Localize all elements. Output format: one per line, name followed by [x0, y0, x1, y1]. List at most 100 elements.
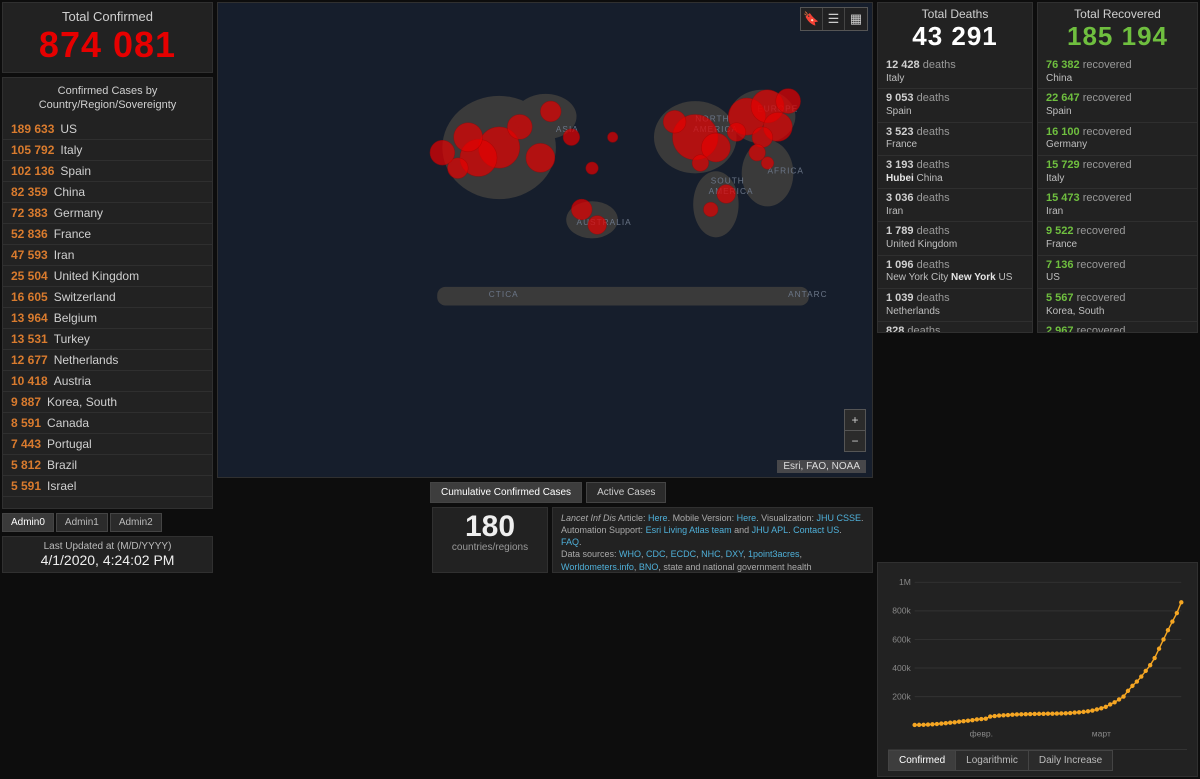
chart-tabs: ConfirmedLogarithmicDaily Increase [888, 749, 1187, 771]
svg-text:200k: 200k [892, 691, 911, 701]
link-article[interactable]: Here [648, 513, 668, 523]
list-item[interactable]: 7 136 recoveredUS [1038, 256, 1197, 289]
sources-panel: Lancet Inf Dis Article: Here. Mobile Ver… [552, 507, 873, 573]
list-item[interactable]: 5 812Brazil [3, 455, 212, 476]
case-tab[interactable]: Cumulative Confirmed Cases [430, 482, 582, 503]
zoom-out-button[interactable]: − [844, 430, 866, 452]
list-item[interactable]: 102 136Spain [3, 161, 212, 182]
map-panel[interactable]: 🔖 ☰ ▦ + − Esri, FAO, NOAA ASIAEUROPENORT… [217, 2, 873, 478]
list-item[interactable]: 5 591Israel [3, 476, 212, 497]
updated-value: 4/1/2020, 4:24:02 PM [9, 552, 206, 568]
link-jhu-csse[interactable]: JHU CSSE [817, 513, 862, 523]
list-item[interactable]: 15 729 recoveredItaly [1038, 156, 1197, 189]
total-recovered-value: 185 194 [1042, 21, 1193, 52]
map-toolbar: 🔖 ☰ ▦ [800, 7, 868, 31]
list-item[interactable]: 3 193 deathsHubei China [878, 156, 1032, 189]
list-item[interactable]: 3 523 deathsFrance [878, 123, 1032, 156]
total-recovered-label: Total Recovered [1042, 7, 1193, 21]
link-jhu-apl[interactable]: JHU APL [752, 525, 789, 535]
link-cdc[interactable]: CDC [646, 549, 666, 559]
recovered-list[interactable]: 76 382 recoveredChina22 647 recoveredSpa… [1038, 56, 1197, 332]
list-item[interactable]: 1 789 deathsUnited Kingdom [878, 222, 1032, 255]
updated-label: Last Updated at (M/D/YYYY) [9, 541, 206, 552]
recovered-panel: Total Recovered 185 194 76 382 recovered… [1037, 2, 1198, 333]
svg-text:SOUTH: SOUTH [711, 177, 745, 186]
link-contact[interactable]: Contact US [793, 525, 839, 535]
link-ecdc[interactable]: ECDC [671, 549, 697, 559]
list-item[interactable]: 8 591Canada [3, 413, 212, 434]
list-item[interactable]: 16 605Switzerland [3, 287, 212, 308]
confirmed-list[interactable]: 189 633US105 792Italy102 136Spain82 359C… [3, 119, 212, 508]
link-worldometers[interactable]: Worldometers.info [561, 562, 634, 572]
link-dxy[interactable]: DXY [726, 549, 743, 559]
svg-text:1M: 1M [899, 577, 911, 587]
link-bno[interactable]: BNO [639, 562, 659, 572]
link-who[interactable]: WHO [619, 549, 641, 559]
countries-value: 180 [437, 512, 543, 542]
list-item[interactable]: 10 418Austria [3, 371, 212, 392]
list-item[interactable]: 189 633US [3, 119, 212, 140]
grid-icon[interactable]: ▦ [845, 8, 867, 30]
link-mobile[interactable]: Here [737, 513, 757, 523]
list-item[interactable]: 16 100 recoveredGermany [1038, 123, 1197, 156]
list-item[interactable]: 12 677Netherlands [3, 350, 212, 371]
svg-text:март: март [1092, 729, 1111, 739]
deaths-panel: Total Deaths 43 291 12 428 deathsItaly9 … [877, 2, 1033, 333]
case-tab[interactable]: Active Cases [586, 482, 666, 503]
link-nhc[interactable]: NHC [701, 549, 721, 559]
list-item[interactable]: 5 567 recoveredKorea, South [1038, 289, 1197, 322]
list-item[interactable]: 2 967 recoveredSwitzerland [1038, 322, 1197, 332]
list-item[interactable]: 9 522 recoveredFrance [1038, 222, 1197, 255]
list-item[interactable]: 25 504United Kingdom [3, 266, 212, 287]
admin-tab[interactable]: Admin0 [2, 513, 54, 532]
admin-tab[interactable]: Admin1 [56, 513, 108, 532]
list-item[interactable]: 9 887Korea, South [3, 392, 212, 413]
list-item[interactable]: 13 964Belgium [3, 308, 212, 329]
list-item[interactable]: 1 096 deathsNew York City New York US [878, 256, 1032, 289]
svg-text:600k: 600k [892, 634, 911, 644]
list-item[interactable]: 76 382 recoveredChina [1038, 56, 1197, 89]
svg-text:800k: 800k [892, 606, 911, 616]
link-1p3a[interactable]: 1point3acres [748, 549, 800, 559]
deaths-list[interactable]: 12 428 deathsItaly9 053 deathsSpain3 523… [878, 56, 1032, 332]
link-esri[interactable]: Esri Living Atlas team [646, 525, 732, 535]
map-attribution: Esri, FAO, NOAA [777, 460, 866, 473]
list-icon[interactable]: ☰ [823, 8, 845, 30]
list-item[interactable]: 82 359China [3, 182, 212, 203]
list-item[interactable]: 13 531Turkey [3, 329, 212, 350]
chart-tab[interactable]: Daily Increase [1028, 750, 1113, 771]
list-item[interactable]: 15 473 recoveredIran [1038, 189, 1197, 222]
list-item[interactable]: 22 647 recoveredSpain [1038, 89, 1197, 122]
world-map[interactable]: ASIAEUROPENORTHAMERICAAFRICASOUTHAMERICA… [383, 3, 863, 323]
chart-tab[interactable]: Logarithmic [955, 750, 1029, 771]
bookmark-icon[interactable]: 🔖 [801, 8, 823, 30]
admin-tabs: Admin0Admin1Admin2 [0, 511, 215, 534]
cumulative-chart[interactable]: 200k400k600k800k1Mфевр.март [888, 571, 1187, 746]
total-confirmed-value: 874 081 [7, 24, 208, 66]
admin-tab[interactable]: Admin2 [110, 513, 162, 532]
countries-panel: 180 countries/regions [432, 507, 548, 573]
total-deaths-label: Total Deaths [882, 7, 1028, 21]
updated-panel: Last Updated at (M/D/YYYY) 4/1/2020, 4:2… [2, 536, 213, 573]
chart-panel: 200k400k600k800k1Mфевр.март ConfirmedLog… [877, 562, 1198, 777]
sources-lancet: Lancet Inf Dis [561, 513, 616, 523]
list-item[interactable]: 7 443Portugal [3, 434, 212, 455]
svg-text:февр.: февр. [970, 729, 994, 739]
list-item[interactable]: 1 039 deathsNetherlands [878, 289, 1032, 322]
zoom-in-button[interactable]: + [844, 409, 866, 431]
list-item[interactable]: 105 792Italy [3, 140, 212, 161]
link-faq[interactable]: FAQ [561, 537, 579, 547]
confirmed-list-panel: Confirmed Cases by Country/Region/Sovere… [2, 77, 213, 509]
case-tabs: Cumulative Confirmed CasesActive Cases [215, 480, 875, 505]
list-item[interactable]: 47 593Iran [3, 245, 212, 266]
list-item[interactable]: 9 053 deathsSpain [878, 89, 1032, 122]
svg-text:CTICA: CTICA [489, 290, 519, 299]
list-item[interactable]: 12 428 deathsItaly [878, 56, 1032, 89]
list-item[interactable]: 3 036 deathsIran [878, 189, 1032, 222]
total-confirmed-panel: Total Confirmed 874 081 [2, 2, 213, 73]
list-item[interactable]: 52 836France [3, 224, 212, 245]
chart-tab[interactable]: Confirmed [888, 750, 956, 771]
list-item[interactable]: 72 383Germany [3, 203, 212, 224]
list-item[interactable]: 828 deathsBelgium [878, 322, 1032, 332]
svg-text:ANTARC: ANTARC [788, 290, 828, 299]
